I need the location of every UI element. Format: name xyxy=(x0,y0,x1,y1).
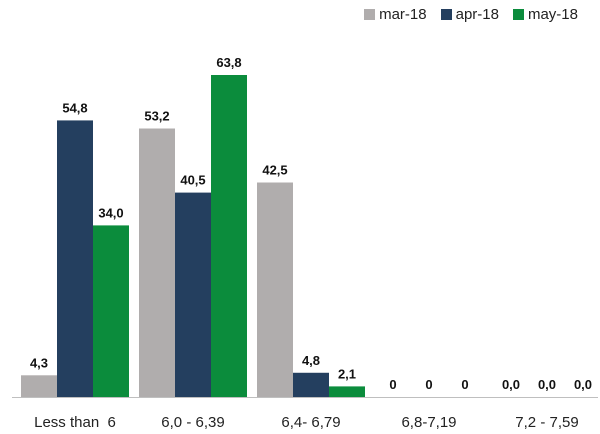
data-label-apr-18-3: 0 xyxy=(425,377,432,392)
data-label-may-18-1: 63,8 xyxy=(216,55,241,70)
legend-label-may-18: may-18 xyxy=(527,6,578,23)
bar-apr-18-1 xyxy=(175,192,211,397)
data-label-apr-18-2: 4,8 xyxy=(302,353,320,368)
legend: mar-18 apr-18 may-18 xyxy=(364,6,578,23)
legend-swatch-apr-18 xyxy=(440,9,452,20)
bar-mar-18-0 xyxy=(21,375,57,397)
legend-label-mar-18: mar-18 xyxy=(379,6,427,23)
data-label-mar-18-0: 4,3 xyxy=(30,355,48,370)
category-label-3: 6,8-7,19 xyxy=(401,414,456,431)
legend-swatch-may-18 xyxy=(512,9,524,20)
category-label-1: 6,0 - 6,39 xyxy=(161,414,224,431)
bar-may-18-1 xyxy=(211,75,247,397)
data-label-apr-18-0: 54,8 xyxy=(62,100,87,115)
data-label-may-18-0: 34,0 xyxy=(98,205,123,220)
legend-item-mar-18: mar-18 xyxy=(364,6,427,23)
bar-may-18-2 xyxy=(329,386,365,397)
data-label-mar-18-4: 0,0 xyxy=(502,377,520,392)
bar-mar-18-1 xyxy=(139,128,175,398)
data-label-may-18-4: 0,0 xyxy=(574,377,592,392)
category-label-2: 6,4- 6,79 xyxy=(281,414,340,431)
bar-may-18-0 xyxy=(93,225,129,397)
legend-label-apr-18: apr-18 xyxy=(455,6,499,23)
data-label-mar-18-3: 0 xyxy=(389,377,396,392)
legend-item-apr-18: apr-18 xyxy=(440,6,499,23)
category-label-4: 7,2 - 7,59 xyxy=(515,414,578,431)
legend-swatch-mar-18 xyxy=(364,9,376,20)
data-label-apr-18-1: 40,5 xyxy=(180,173,205,188)
data-label-may-18-3: 0 xyxy=(461,377,468,392)
bar-apr-18-0 xyxy=(57,120,93,398)
legend-item-may-18: may-18 xyxy=(512,6,578,23)
category-label-0: Less than 6 xyxy=(34,414,116,431)
data-label-apr-18-4: 0,0 xyxy=(538,377,556,392)
bar-apr-18-2 xyxy=(293,372,329,397)
data-label-mar-18-1: 53,2 xyxy=(144,108,169,123)
bar-mar-18-2 xyxy=(257,182,293,397)
data-label-mar-18-2: 42,5 xyxy=(262,163,287,178)
data-label-may-18-2: 2,1 xyxy=(338,366,356,381)
